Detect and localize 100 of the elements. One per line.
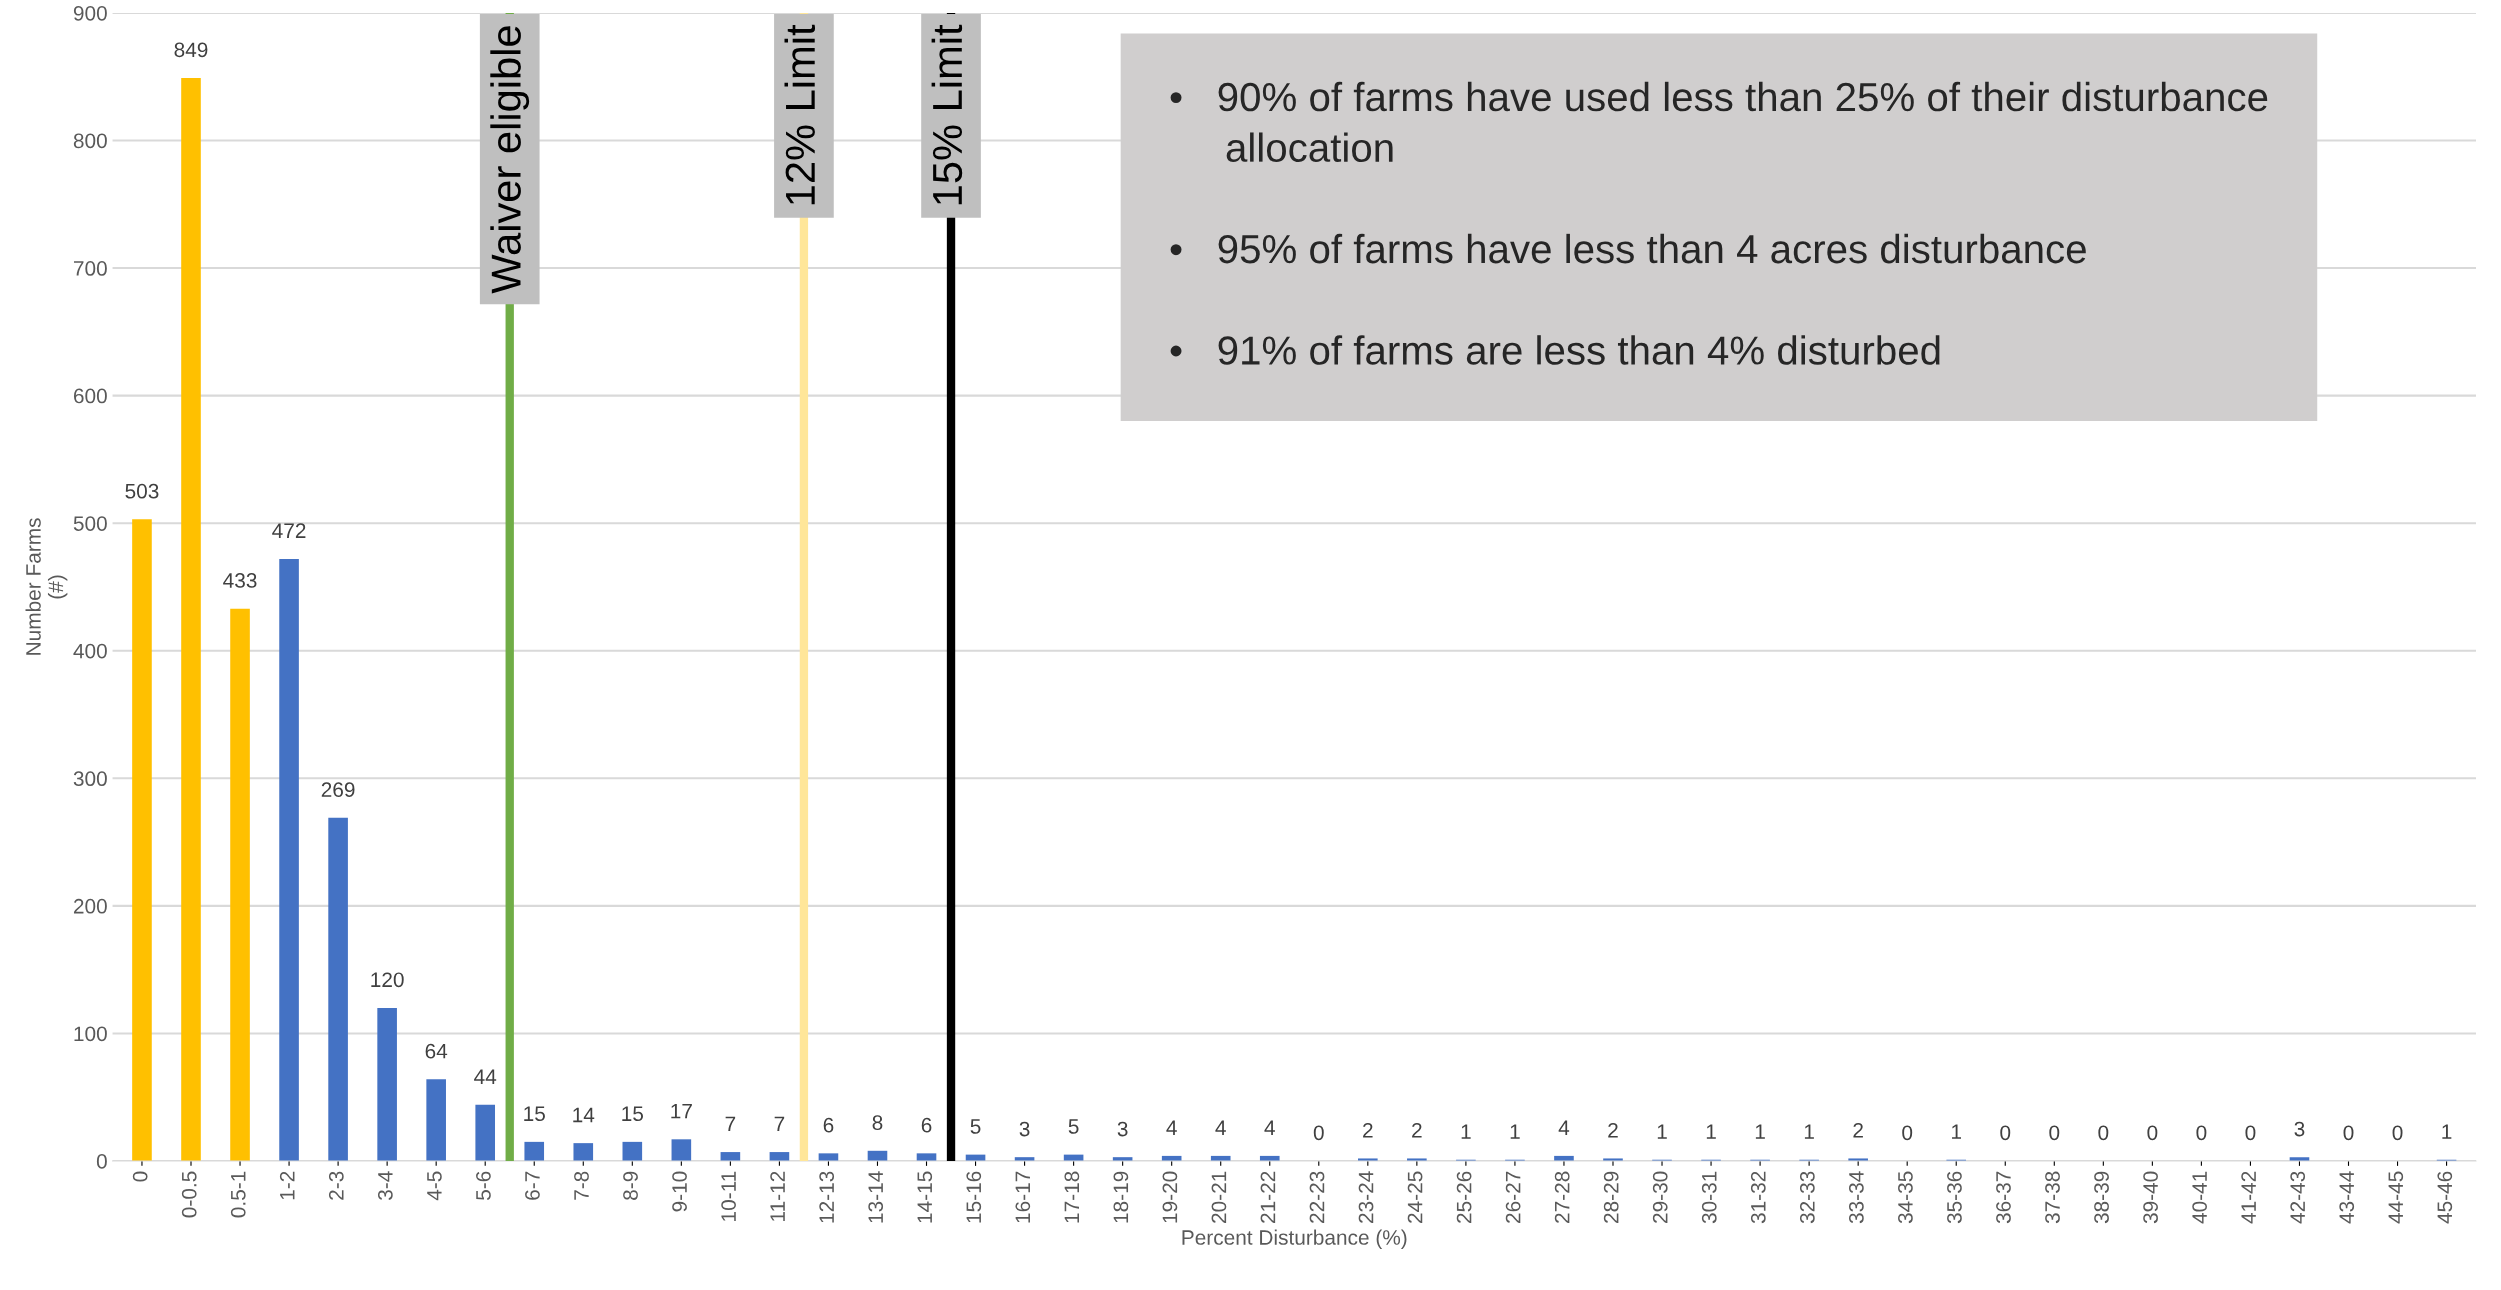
y-tick-label: 0 [96, 1154, 107, 1169]
data-label: 7 [774, 1116, 785, 1132]
x-tick-label: 5-6 [476, 1171, 491, 1200]
x-tick-label: 4-5 [427, 1171, 442, 1201]
x-tick-label: 22-23 [1309, 1171, 1325, 1223]
data-label: 8 [872, 1115, 883, 1131]
x-tick-label: 32-33 [1799, 1171, 1815, 1224]
x-tick-label: 25-26 [1456, 1171, 1472, 1223]
x-tick-label: 17-18 [1064, 1171, 1080, 1223]
data-label: 6 [823, 1117, 834, 1133]
data-label: 0 [1902, 1125, 1913, 1141]
x-tick-label: 42-43 [2290, 1171, 2306, 1224]
data-label: 4 [1264, 1120, 1275, 1135]
data-label: 15 [622, 1106, 644, 1122]
data-label: 6 [921, 1117, 932, 1133]
x-tick-label: 33-34 [1849, 1171, 1864, 1224]
y-tick-label: 100 [74, 1026, 107, 1042]
y-tick-label: 500 [73, 516, 107, 531]
data-label: 0 [2000, 1125, 2011, 1141]
x-tick-label: 40-41 [2192, 1171, 2207, 1224]
x-tick-label: 3-4 [377, 1171, 393, 1201]
data-label: 0 [2392, 1125, 2403, 1141]
x-tick-label: 1-2 [279, 1171, 295, 1200]
y-tick-label: 900 [73, 5, 107, 21]
x-tick-label: 26-27 [1505, 1171, 1521, 1223]
data-label: 2 [1608, 1122, 1618, 1138]
data-label: 1 [1755, 1124, 1765, 1139]
x-tick-label: 2-3 [328, 1171, 344, 1200]
data-label: 3 [2294, 1121, 2305, 1137]
text: • 90% of farms have used less than 25% of their disturbance allocation • 95% of farms have less than 4 acres disturbance • 91% of farms are less than 4% disturbed [1170, 81, 2268, 365]
ref-line-label: 15% Limit [931, 24, 963, 205]
data-label: 4 [1558, 1120, 1570, 1135]
data-label: 0 [2245, 1125, 2256, 1141]
y-axis-title: Number Farms (#) [25, 518, 68, 655]
data-label: 0 [1313, 1125, 1324, 1141]
ref-line-label: Waiver eligible [490, 26, 530, 294]
x-tick-label: 21-22 [1260, 1171, 1276, 1223]
data-label: 1 [1657, 1124, 1667, 1139]
x-tick-label: 24-25 [1407, 1171, 1423, 1223]
data-label: 7 [725, 1116, 736, 1132]
x-tick-label: 11-12 [770, 1171, 785, 1221]
data-label: 64 [425, 1043, 448, 1059]
x-tick-label: 0 [132, 1171, 148, 1182]
x-tick-label: 30-31 [1701, 1171, 1717, 1224]
data-label: 2 [1412, 1122, 1422, 1138]
data-label: 120 [371, 972, 404, 988]
x-tick-label: 27-28 [1554, 1171, 1570, 1223]
data-label: 433 [223, 573, 257, 588]
data-label: 3 [1117, 1121, 1128, 1137]
data-label: 0 [2343, 1125, 2354, 1141]
x-axis-title: Percent Disturbance (%) [1182, 1229, 1407, 1249]
x-tick-label: 34-35 [1898, 1171, 1913, 1224]
y-tick-label: 400 [73, 643, 107, 659]
data-label: 472 [272, 523, 306, 538]
x-tick-label: 18-19 [1113, 1171, 1129, 1223]
data-label: 269 [321, 782, 355, 798]
data-label: 1 [1461, 1124, 1471, 1139]
x-tick-label: 35-36 [1947, 1171, 1962, 1224]
x-tick-label: 10-11 [721, 1171, 736, 1221]
x-tick-label: 9-10 [672, 1171, 687, 1212]
data-label: 44 [474, 1069, 497, 1084]
x-tick-label: 28-29 [1603, 1171, 1619, 1223]
x-tick-label: 41-42 [2241, 1171, 2256, 1224]
data-label: 849 [174, 42, 208, 58]
data-label: 15 [524, 1106, 545, 1122]
data-label: 2 [1363, 1122, 1373, 1138]
y-tick-label: 800 [73, 133, 107, 149]
data-label: 1 [1510, 1124, 1520, 1139]
x-tick-label: 38-39 [2094, 1171, 2109, 1224]
y-tick-label: 300 [73, 771, 107, 787]
x-tick-label: 39-40 [2143, 1171, 2158, 1224]
data-label: 17 [671, 1103, 692, 1119]
x-tick-label: 14-15 [917, 1171, 933, 1223]
ref-line-label: 12% Limit [784, 24, 816, 205]
x-tick-label: 0.5-1 [230, 1171, 246, 1218]
y-tick-label: 200 [73, 898, 107, 914]
x-tick-label: 45-46 [2437, 1171, 2453, 1224]
data-label: 503 [125, 483, 159, 499]
x-tick-label: 15-16 [966, 1171, 982, 1223]
x-tick-label: 13-14 [868, 1171, 884, 1223]
data-label: 4 [1166, 1120, 1177, 1135]
x-tick-label: 6-7 [525, 1171, 540, 1200]
data-label: 5 [1068, 1119, 1079, 1134]
data-label: 0 [2196, 1125, 2207, 1141]
x-tick-label: 20-21 [1211, 1171, 1227, 1223]
x-tick-label: 7-8 [574, 1171, 589, 1200]
data-label: 4 [1215, 1120, 1226, 1135]
data-label: 1 [1952, 1124, 1962, 1139]
x-tick-label: 0-0.5 [181, 1171, 197, 1218]
data-label: 0 [2049, 1125, 2060, 1141]
x-tick-label: 8-9 [623, 1171, 638, 1200]
x-tick-label: 43-44 [2339, 1171, 2355, 1224]
x-tick-label: 19-20 [1162, 1171, 1178, 1223]
data-label: 1 [1804, 1124, 1814, 1139]
y-tick-label: 700 [74, 261, 107, 276]
data-label: 5 [970, 1119, 981, 1134]
x-tick-label: 16-17 [1015, 1171, 1031, 1223]
data-label: 0 [2098, 1125, 2109, 1141]
x-tick-label: 31-32 [1750, 1171, 1766, 1224]
x-tick-label: 12-13 [819, 1171, 835, 1223]
